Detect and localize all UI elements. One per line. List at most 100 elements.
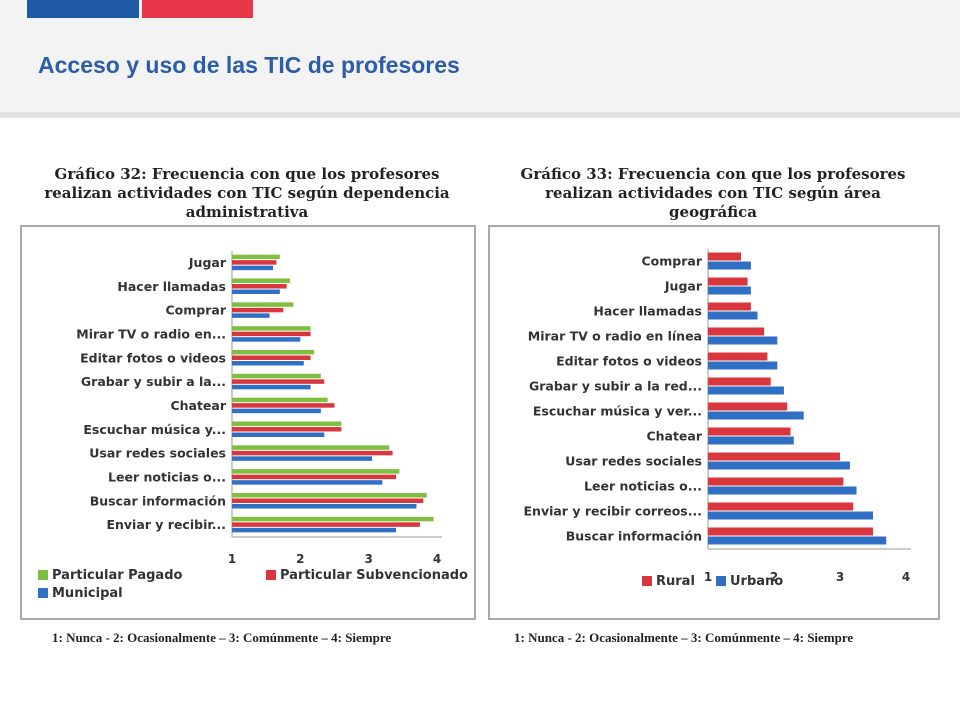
bar bbox=[232, 384, 311, 390]
chart-33-scale-note: 1: Nunca - 2: Ocasionalmente – 3: Comúnm… bbox=[514, 630, 854, 645]
bar bbox=[232, 516, 434, 522]
bar bbox=[708, 536, 887, 545]
bar bbox=[708, 511, 873, 520]
x-tick-label: 2 bbox=[296, 552, 304, 566]
chart-32-title: Gráfico 32: Frecuencia con que los profe… bbox=[22, 165, 472, 222]
x-tick-label: 1 bbox=[704, 570, 712, 584]
bar bbox=[708, 477, 844, 486]
flag-blue-stripe bbox=[27, 0, 139, 18]
flag-red-stripe bbox=[142, 0, 253, 18]
category-label: Grabar y subir a la red... bbox=[529, 379, 702, 394]
bar bbox=[232, 456, 373, 461]
x-tick-label: 1 bbox=[228, 552, 236, 566]
bar bbox=[232, 361, 304, 366]
category-label: Usar redes sociales bbox=[89, 446, 226, 461]
bar bbox=[708, 311, 758, 320]
bar bbox=[232, 421, 342, 426]
category-label: Escuchar música y ver... bbox=[533, 404, 702, 419]
bar bbox=[232, 522, 420, 527]
bar bbox=[232, 527, 396, 533]
bar bbox=[708, 336, 778, 345]
bar bbox=[708, 361, 778, 370]
bar bbox=[232, 379, 325, 384]
slide-title: Acceso y uso de las TIC de profesores bbox=[38, 52, 460, 78]
bar bbox=[232, 397, 328, 403]
category-label: Hacer llamadas bbox=[593, 304, 702, 319]
legend-label: Rural bbox=[656, 574, 695, 589]
bar bbox=[232, 254, 280, 260]
bar bbox=[232, 260, 277, 265]
bar bbox=[232, 469, 400, 474]
category-label: Buscar información bbox=[90, 493, 226, 508]
x-tick-label: 2 bbox=[770, 570, 778, 584]
bar bbox=[708, 436, 794, 445]
category-label: Usar redes sociales bbox=[565, 454, 702, 469]
category-label: Comprar bbox=[642, 254, 703, 269]
bar bbox=[232, 326, 311, 331]
category-label: Leer noticias o... bbox=[584, 479, 702, 494]
chart-32-plot: Jugar Hacer llamadas Comprar Mirar TV o rad… bbox=[38, 251, 468, 601]
bar bbox=[232, 284, 287, 289]
bar bbox=[708, 452, 840, 461]
category-label: Jugar bbox=[664, 279, 703, 294]
chart-33-title-line: realizan actividades con TIC según área bbox=[545, 184, 881, 202]
bar bbox=[232, 373, 321, 379]
legend-label: Particular Pagado bbox=[52, 568, 182, 583]
bar bbox=[232, 445, 390, 450]
category-label: Editar fotos o videos bbox=[556, 354, 702, 369]
bar bbox=[232, 403, 335, 408]
bar bbox=[232, 427, 342, 432]
bar bbox=[232, 278, 291, 283]
x-tick-label: 3 bbox=[364, 552, 372, 566]
bar bbox=[232, 480, 383, 485]
category-label: Hacer llamadas bbox=[117, 279, 226, 294]
x-tick-label: 4 bbox=[902, 570, 910, 584]
chart-32-frame: Jugar Hacer llamadas Comprar Mirar TV o rad… bbox=[20, 225, 476, 620]
bar bbox=[232, 355, 311, 360]
bar bbox=[232, 432, 325, 437]
category-label: Editar fotos o videos bbox=[80, 350, 226, 365]
bar bbox=[232, 493, 427, 498]
chart-32-title-line: administrativa bbox=[185, 203, 309, 221]
header-band bbox=[0, 0, 960, 118]
bar bbox=[708, 427, 791, 436]
chart-32-title-line: Gráfico 32: Frecuencia con que los profe… bbox=[54, 165, 440, 183]
chart-33-plot: Comprar Jugar Hacer llamadas Mirar TV o rad… bbox=[524, 249, 911, 589]
category-label: Chatear bbox=[646, 429, 702, 444]
bar bbox=[232, 337, 301, 342]
chart-32-title-line: realizan actividades con TIC según depen… bbox=[44, 184, 450, 202]
bar bbox=[232, 450, 393, 456]
x-tick-label: 4 bbox=[433, 552, 441, 566]
bar bbox=[232, 313, 270, 318]
chart-32-scale-note: 1: Nunca - 2: Ocasionalmente – 3: Comúnm… bbox=[52, 630, 392, 645]
bar bbox=[232, 504, 417, 509]
bar bbox=[708, 386, 784, 395]
bar bbox=[232, 350, 314, 355]
category-label: Buscar información bbox=[566, 529, 702, 544]
chart-33-frame: Comprar Jugar Hacer llamadas Mirar TV o rad… bbox=[488, 225, 940, 620]
legend-label: Municipal bbox=[52, 586, 123, 601]
category-label: Mirar TV o radio en línea bbox=[528, 329, 702, 344]
bar bbox=[708, 252, 741, 261]
bar bbox=[708, 286, 751, 295]
bar bbox=[232, 474, 396, 480]
bar bbox=[708, 402, 788, 411]
chart-33-title-line: Gráfico 33: Frecuencia con que los profe… bbox=[520, 165, 906, 183]
chart-33-title-line: geográfica bbox=[669, 203, 757, 221]
bar bbox=[232, 331, 311, 337]
legend-label: Urbano bbox=[730, 574, 783, 589]
legend-swatch bbox=[266, 570, 276, 580]
chart-33-title: Gráfico 33: Frecuencia con que los profe… bbox=[490, 165, 936, 222]
bar bbox=[708, 411, 804, 420]
category-label: Chatear bbox=[170, 398, 226, 413]
category-label: Escuchar música y... bbox=[83, 422, 226, 437]
bar bbox=[232, 289, 280, 294]
bar bbox=[232, 307, 284, 313]
bar bbox=[232, 302, 294, 307]
legend-swatch bbox=[642, 576, 652, 586]
legend-swatch bbox=[38, 588, 48, 598]
bar bbox=[232, 408, 321, 414]
category-label: Mirar TV o radio en... bbox=[76, 326, 226, 341]
category-label: Comprar bbox=[166, 303, 227, 318]
bar bbox=[708, 302, 751, 311]
